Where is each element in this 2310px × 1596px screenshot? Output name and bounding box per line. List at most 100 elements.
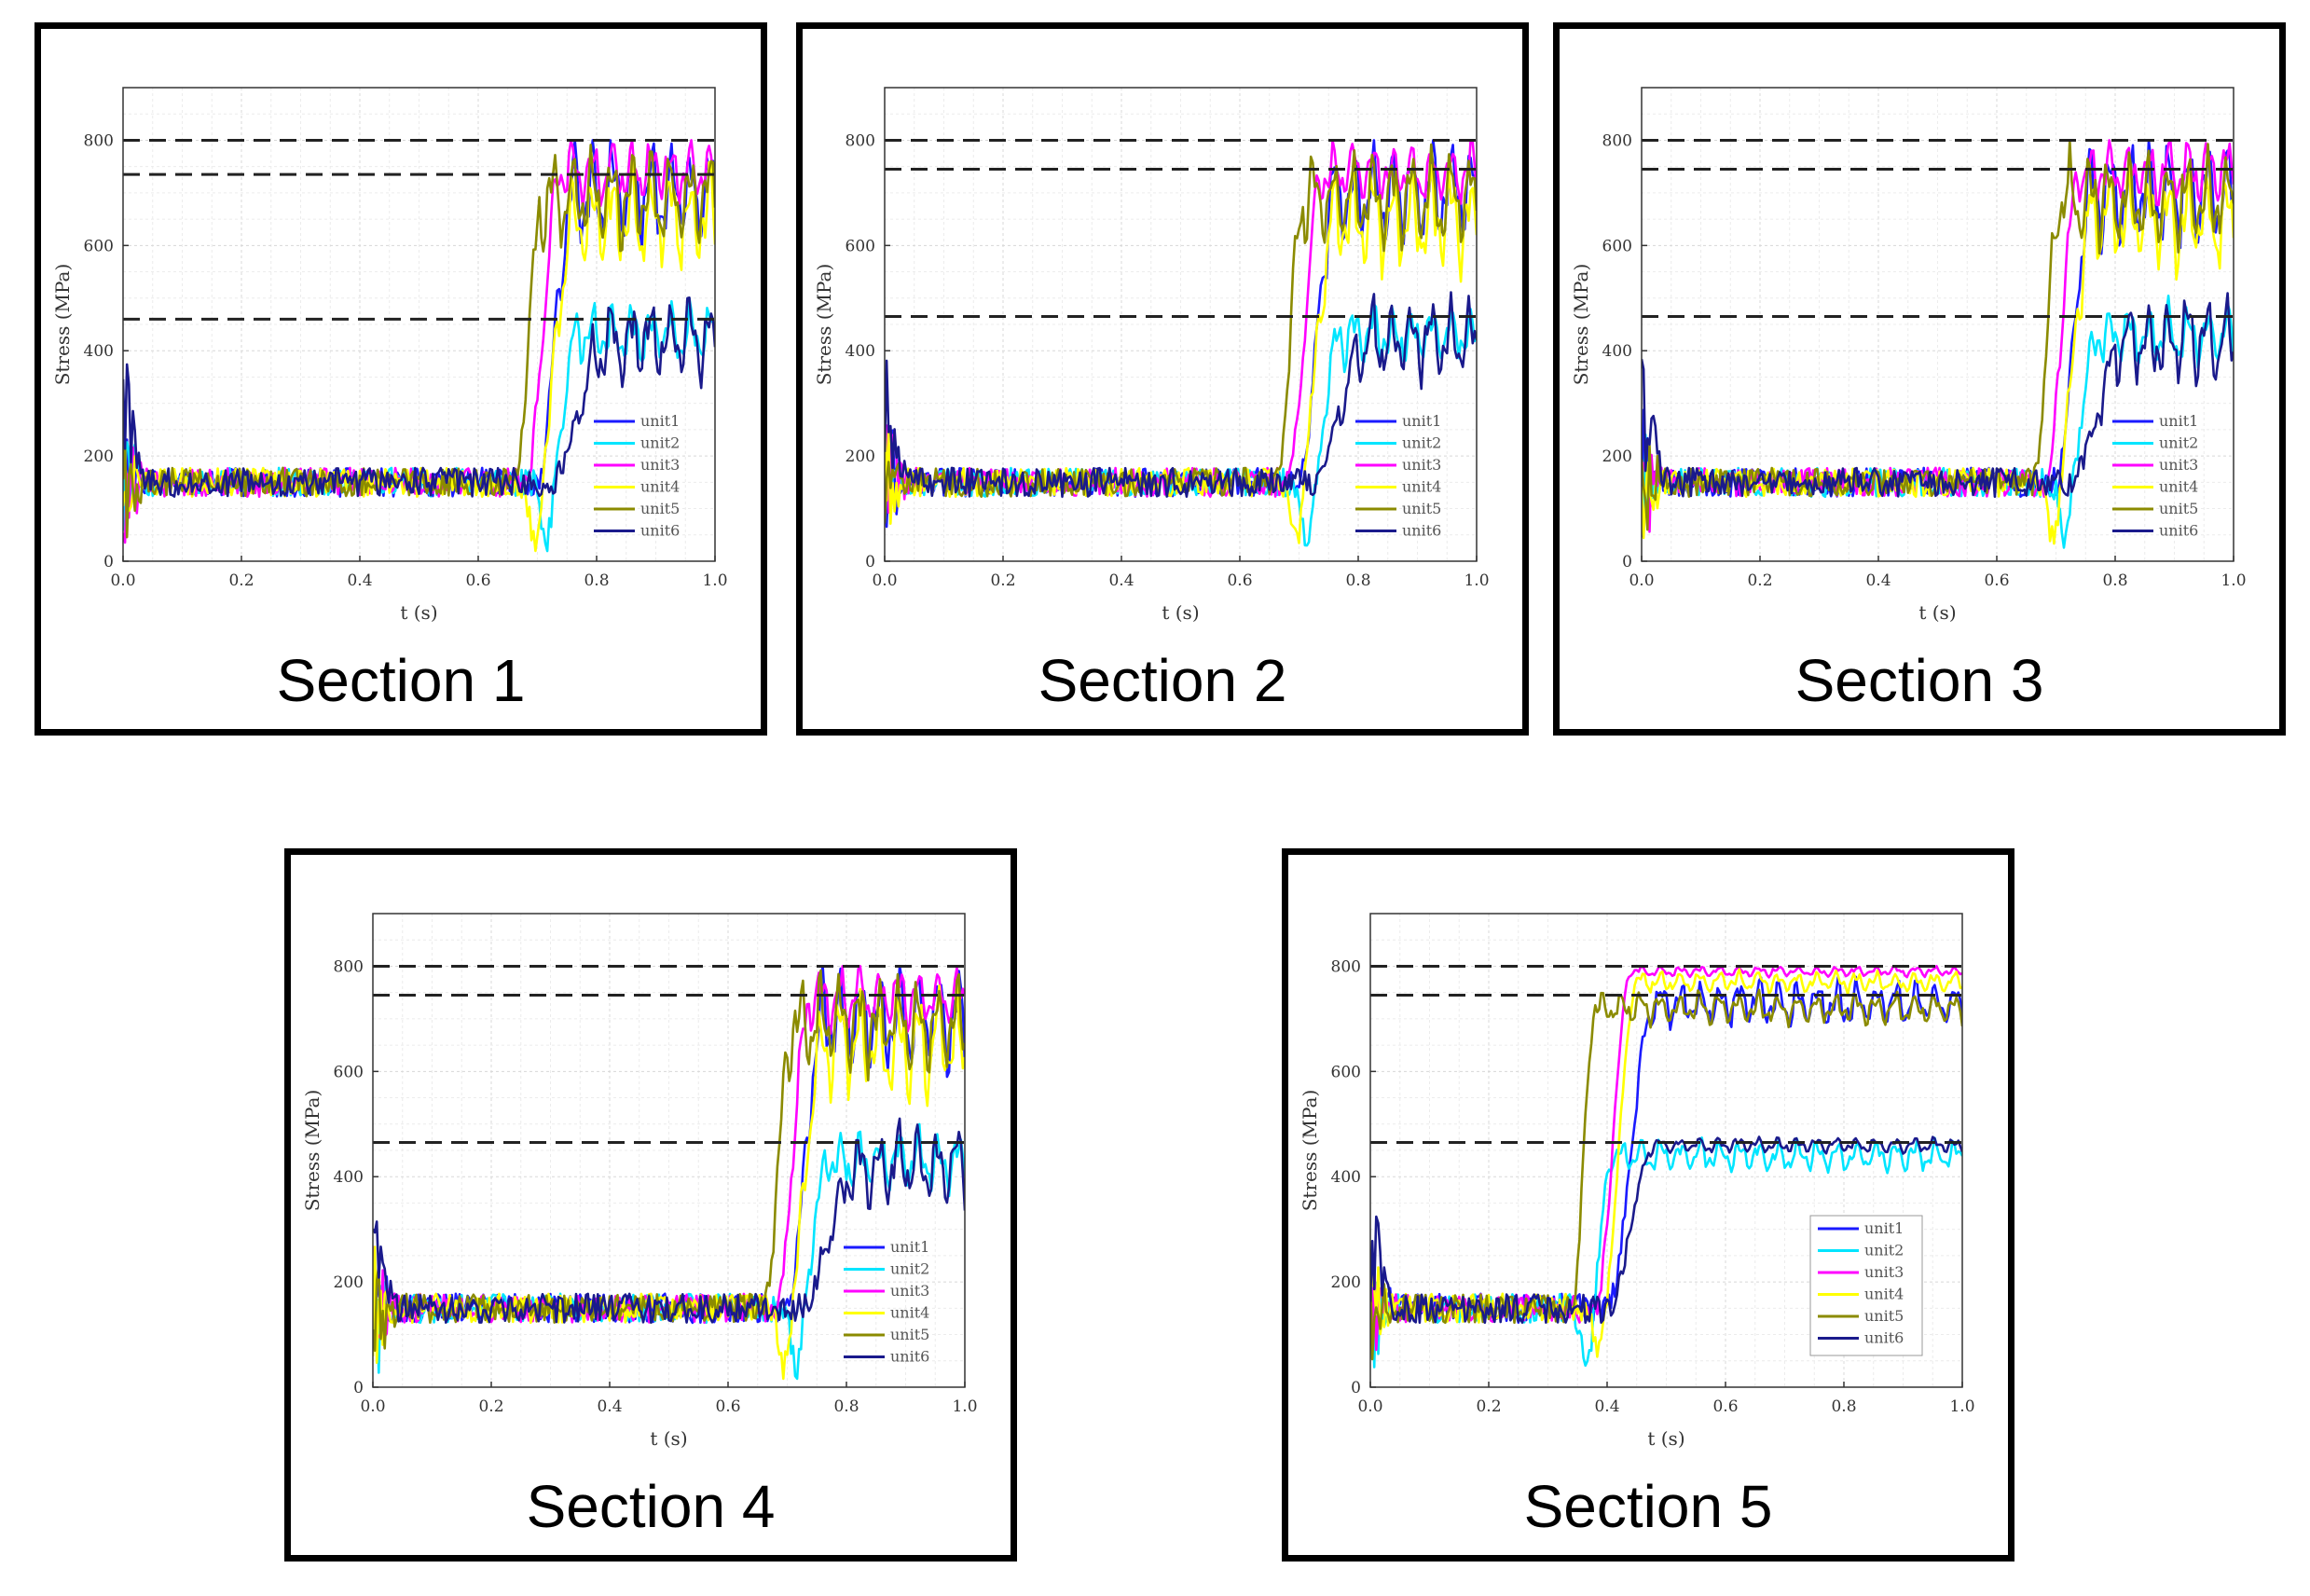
section-2-title: Section 2 <box>1038 647 1287 714</box>
panel-section-4: 0.0 0.2 0.4 0.6 0.8 1.0 0 200 400 600 800 t (s) Stre… <box>284 848 1017 1562</box>
y-tick-label: 800 <box>1602 131 1632 150</box>
chart-section-1: 0.0 0.2 0.4 0.6 0.8 1.0 0 200 400 600 800 t (s) Stre… <box>51 87 728 624</box>
legend-label: unit2 <box>640 434 680 452</box>
x-tick-label: 0.2 <box>228 571 254 590</box>
legend-label: unit1 <box>2159 412 2198 430</box>
x-tick-label: 0.8 <box>584 571 609 590</box>
legend-label: unit1 <box>640 412 680 430</box>
y-tick-label: 800 <box>1331 957 1361 976</box>
x-tick-label: 0.8 <box>833 1397 859 1416</box>
series-line-unit6 <box>1370 1135 1962 1325</box>
series-line-unit6 <box>373 1117 965 1324</box>
x-tick-label: 0.6 <box>1227 571 1252 590</box>
y-tick-label: 800 <box>334 957 364 976</box>
x-tick-label: 0.8 <box>1345 571 1370 590</box>
x-axis-label: t (s) <box>1162 601 1199 624</box>
y-tick-label: 200 <box>1602 447 1632 466</box>
legend-label: unit1 <box>890 1238 929 1256</box>
legend: unit1 unit2 unit3 unit4 unit5 unit6 <box>844 1238 929 1366</box>
legend-label: unit6 <box>890 1348 929 1366</box>
legend-label: unit5 <box>1864 1307 1904 1325</box>
y-tick-label: 0 <box>1351 1379 1361 1397</box>
y-tick-label: 200 <box>1331 1273 1361 1292</box>
legend-label: unit4 <box>1402 478 1441 496</box>
x-tick-label: 0.2 <box>1747 571 1772 590</box>
y-tick-label: 600 <box>1331 1063 1361 1081</box>
section-5-title: Section 5 <box>1523 1473 1773 1540</box>
legend-label: unit2 <box>2159 434 2198 452</box>
legend-label: unit6 <box>640 522 680 540</box>
y-tick-label: 0 <box>865 553 875 571</box>
x-tick-label: 0.0 <box>1357 1397 1382 1416</box>
legend-label: unit5 <box>2159 500 2198 517</box>
y-tick-label: 0 <box>353 1379 364 1397</box>
series-group <box>885 139 1477 547</box>
chart-section-3: 0.0 0.2 0.4 0.6 0.8 1.0 0 200 400 600 800 t (s) Stre… <box>1570 87 2247 624</box>
legend-label: unit4 <box>640 478 680 496</box>
x-tick-label: 0.0 <box>872 571 897 590</box>
section-4-title: Section 4 <box>526 1473 776 1540</box>
legend-label: unit3 <box>1864 1263 1904 1281</box>
x-axis-label: t (s) <box>650 1427 687 1450</box>
y-axis-label: Stress (MPa) <box>1570 264 1592 386</box>
series-group <box>373 965 965 1381</box>
y-tick-label: 0 <box>1622 553 1632 571</box>
x-tick-label: 1.0 <box>702 571 727 590</box>
y-tick-label: 400 <box>1602 342 1632 361</box>
x-axis-label: t (s) <box>1647 1427 1684 1450</box>
series-line-unit5 <box>1642 139 2234 531</box>
x-tick-label: 0.2 <box>478 1397 503 1416</box>
y-tick-label: 800 <box>84 131 114 150</box>
plot-frame <box>884 87 1478 562</box>
y-axis-label: Stress (MPa) <box>1299 1090 1321 1212</box>
y-tick-label: 600 <box>846 237 875 255</box>
legend-box <box>1809 1215 1923 1356</box>
legend-label: unit1 <box>1402 412 1441 430</box>
legend-label: unit3 <box>890 1282 929 1300</box>
series-line-unit5 <box>1370 988 1962 1361</box>
series-line-unit6 <box>1642 292 2234 499</box>
y-tick-label: 0 <box>103 553 114 571</box>
x-tick-label: 1.0 <box>1464 571 1489 590</box>
x-tick-label: 1.0 <box>2221 571 2246 590</box>
legend-label: unit3 <box>2159 456 2198 474</box>
x-tick-label: 0.4 <box>347 571 372 590</box>
y-tick-label: 600 <box>84 237 114 255</box>
legend: unit1 unit2 unit3 unit4 unit5 unit6 <box>1355 412 1441 540</box>
y-axis-label: Stress (MPa) <box>813 264 835 386</box>
x-tick-label: 0.8 <box>1831 1397 1856 1416</box>
legend-label: unit6 <box>2159 522 2198 540</box>
x-axis-label: t (s) <box>400 601 437 624</box>
legend-label: unit3 <box>1402 456 1441 474</box>
x-tick-label: 0.6 <box>715 1397 740 1416</box>
y-axis-label: Stress (MPa) <box>51 264 74 386</box>
y-tick-label: 600 <box>334 1063 364 1081</box>
y-tick-label: 200 <box>84 447 114 466</box>
y-tick-label: 800 <box>846 131 875 150</box>
x-tick-label: 1.0 <box>952 1397 977 1416</box>
x-tick-label: 0.0 <box>360 1397 385 1416</box>
legend-label: unit6 <box>1864 1329 1904 1347</box>
legend-label: unit3 <box>640 456 680 474</box>
series-line-unit5 <box>373 969 965 1353</box>
legend-label: unit2 <box>890 1260 929 1278</box>
x-tick-label: 0.6 <box>465 571 490 590</box>
y-tick-label: 400 <box>846 342 875 361</box>
legend-label: unit5 <box>640 500 680 517</box>
legend-label: unit2 <box>1402 434 1441 452</box>
chart-section-5: 0.0 0.2 0.4 0.6 0.8 1.0 0 200 400 600 800 t (s) Stre… <box>1299 913 1975 1450</box>
section-3-title: Section 3 <box>1794 647 2044 714</box>
y-tick-label: 600 <box>1602 237 1632 255</box>
legend: unit1 unit2 unit3 unit4 unit5 unit6 <box>2112 412 2198 540</box>
x-axis-label: t (s) <box>1918 601 1956 624</box>
plot-frame <box>122 87 716 562</box>
y-tick-label: 400 <box>334 1168 364 1187</box>
legend-label: unit1 <box>1864 1219 1904 1237</box>
x-tick-label: 0.2 <box>1476 1397 1501 1416</box>
plot-frame <box>372 913 966 1388</box>
series-line-unit6 <box>123 296 715 498</box>
y-tick-label: 200 <box>334 1273 364 1292</box>
x-tick-label: 0.4 <box>1594 1397 1619 1416</box>
legend-label: unit4 <box>2159 478 2198 496</box>
x-tick-label: 1.0 <box>1949 1397 1974 1416</box>
